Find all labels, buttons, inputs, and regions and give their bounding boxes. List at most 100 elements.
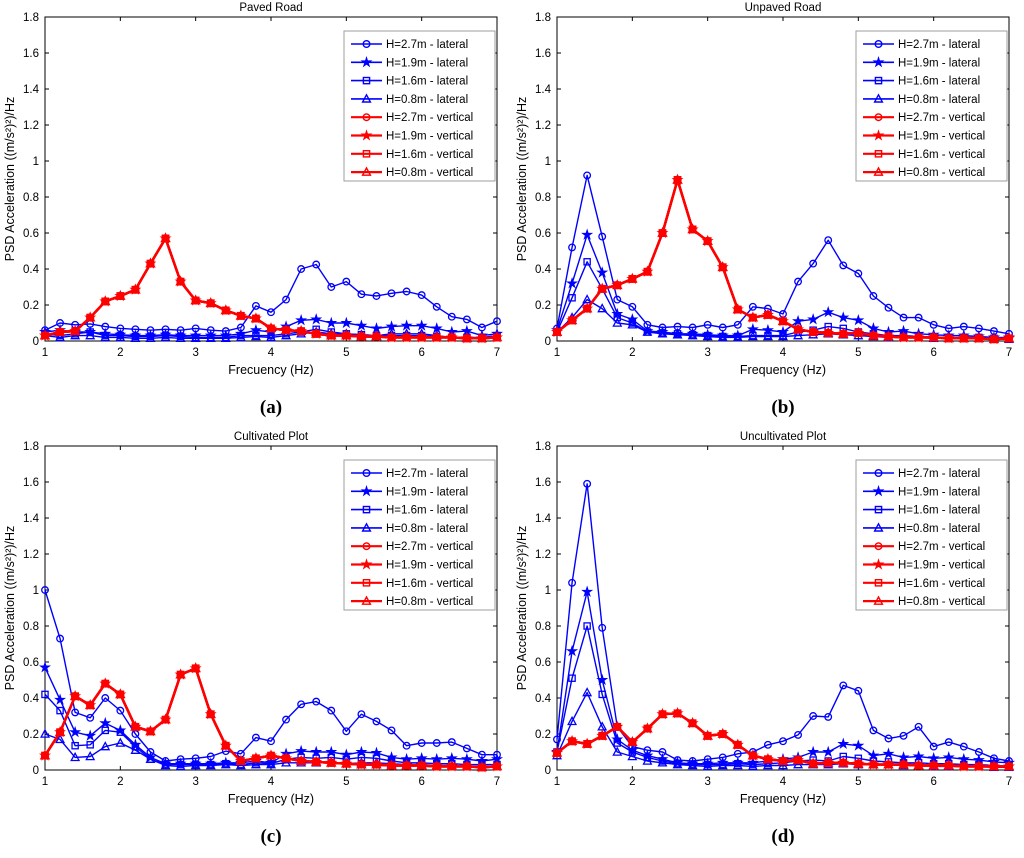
triangle-marker xyxy=(566,735,578,746)
legend-label: H=1.6m - lateral xyxy=(386,76,468,88)
triangle-marker xyxy=(958,332,970,343)
star-marker xyxy=(852,739,865,751)
legend-entry: H=0.8m - vertical xyxy=(863,595,985,608)
legend-entry: H=1.6m - lateral xyxy=(863,505,980,517)
triangle-marker xyxy=(853,327,864,337)
triangle-marker xyxy=(657,227,668,237)
legend-entry: H=0.8m - lateral xyxy=(863,93,980,106)
star-marker xyxy=(852,313,865,326)
triangle-marker xyxy=(913,331,924,342)
triangle-marker xyxy=(84,699,96,710)
legend-label: H=0.8m - lateral xyxy=(386,523,468,535)
y-tick-label: 0.6 xyxy=(23,657,39,669)
triangle-marker xyxy=(793,330,804,340)
triangle-marker xyxy=(838,757,849,767)
star-marker xyxy=(581,585,594,597)
series-vertical-triangle xyxy=(39,662,503,772)
triangle-marker xyxy=(145,332,156,343)
star-marker xyxy=(84,729,97,741)
y-tick-label: 1.2 xyxy=(23,120,39,132)
y-tick-label: 1 xyxy=(33,585,39,597)
triangle-marker xyxy=(235,310,247,320)
x-tick-label: 2 xyxy=(629,776,635,788)
legend: H=2.7m - lateral H=1.9m - lateral H=1.6m -… xyxy=(855,459,1008,611)
triangle-marker xyxy=(361,522,372,532)
y-tick-label: 0.6 xyxy=(23,228,39,240)
circle-marker xyxy=(362,113,371,122)
triangle-marker xyxy=(596,730,608,740)
circle-marker xyxy=(41,586,49,594)
triangle-marker xyxy=(873,93,884,103)
x-tick-label: 4 xyxy=(268,776,275,788)
circle-marker xyxy=(854,686,863,695)
plot-title: Uncultivated Plot xyxy=(740,431,827,443)
circle-marker xyxy=(312,697,321,706)
circle-marker xyxy=(929,742,938,751)
triangle-marker xyxy=(873,595,884,605)
triangle-marker xyxy=(250,759,261,769)
triangle-marker xyxy=(792,323,804,334)
series-vertical-triangle xyxy=(39,232,503,343)
y-tick-label: 1.4 xyxy=(535,84,552,96)
star-marker xyxy=(360,56,373,68)
legend-label: H=1.6m - vertical xyxy=(898,149,985,161)
x-tick-label: 3 xyxy=(192,776,198,788)
y-tick-label: 0.2 xyxy=(23,729,39,741)
triangle-marker xyxy=(55,733,66,744)
triangle-marker xyxy=(265,322,277,333)
triangle-marker xyxy=(310,328,322,338)
y-tick-label: 1.2 xyxy=(23,549,39,561)
star-marker xyxy=(99,716,112,729)
legend-label: H=1.9m - lateral xyxy=(898,486,980,498)
series-line xyxy=(556,174,1010,335)
triangle-marker xyxy=(581,302,593,313)
triangle-marker xyxy=(84,311,96,322)
square-marker xyxy=(116,728,125,736)
square-marker xyxy=(86,741,94,749)
star-marker xyxy=(872,558,885,570)
triangle-marker xyxy=(416,759,427,770)
y-tick-label: 1.2 xyxy=(535,120,551,132)
circle-marker xyxy=(839,261,848,270)
triangle-marker xyxy=(988,760,1000,771)
circle-marker xyxy=(297,265,306,273)
triangle-marker xyxy=(732,760,743,770)
triangle-marker xyxy=(762,309,774,319)
y-tick-label: 0.8 xyxy=(23,192,39,204)
triangle-marker xyxy=(361,595,372,605)
circle-marker xyxy=(86,713,95,722)
x-tick-label: 3 xyxy=(704,347,710,359)
triangle-marker xyxy=(69,690,81,701)
circle-marker xyxy=(417,291,426,300)
x-tick-label: 6 xyxy=(930,776,936,788)
triangle-marker xyxy=(235,760,246,770)
y-tick-label: 1.2 xyxy=(535,549,551,561)
legend-label: H=2.7m - lateral xyxy=(386,468,468,480)
x-tick-label: 5 xyxy=(855,347,861,359)
legend-label: H=1.9m - lateral xyxy=(386,57,468,69)
legend-label: H=1.9m - vertical xyxy=(898,131,985,143)
triangle-marker xyxy=(777,755,789,765)
triangle-marker xyxy=(491,331,503,342)
legend-entry: H=1.9m - lateral xyxy=(863,56,980,69)
triangle-marker xyxy=(747,311,759,322)
triangle-marker xyxy=(446,331,458,342)
triangle-marker xyxy=(868,758,879,769)
triangle-marker xyxy=(717,261,728,272)
triangle-marker xyxy=(822,757,834,767)
y-tick-label: 0 xyxy=(545,765,551,777)
x-tick-label: 1 xyxy=(42,776,48,788)
circle-marker xyxy=(116,706,125,715)
star-marker xyxy=(325,316,338,329)
circle-marker xyxy=(583,171,592,180)
triangle-marker xyxy=(582,687,593,697)
circle-marker xyxy=(794,277,803,286)
legend-entry: H=0.8m - vertical xyxy=(351,166,473,179)
subplot-cultivated-plot: 1 2 3 4 5 6 7 0 0.2 0.4 0.6 0.8 1 1.2 1.4 1.6 1.8 Cultiva… xyxy=(0,429,512,858)
triangle-marker xyxy=(988,333,1000,344)
series-line xyxy=(556,712,1009,768)
y-tick-label: 0.8 xyxy=(535,621,551,633)
legend-entry: H=1.9m - vertical xyxy=(863,558,985,572)
triangle-marker xyxy=(581,738,593,748)
x-axis-label: Frequency (Hz) xyxy=(740,363,826,377)
